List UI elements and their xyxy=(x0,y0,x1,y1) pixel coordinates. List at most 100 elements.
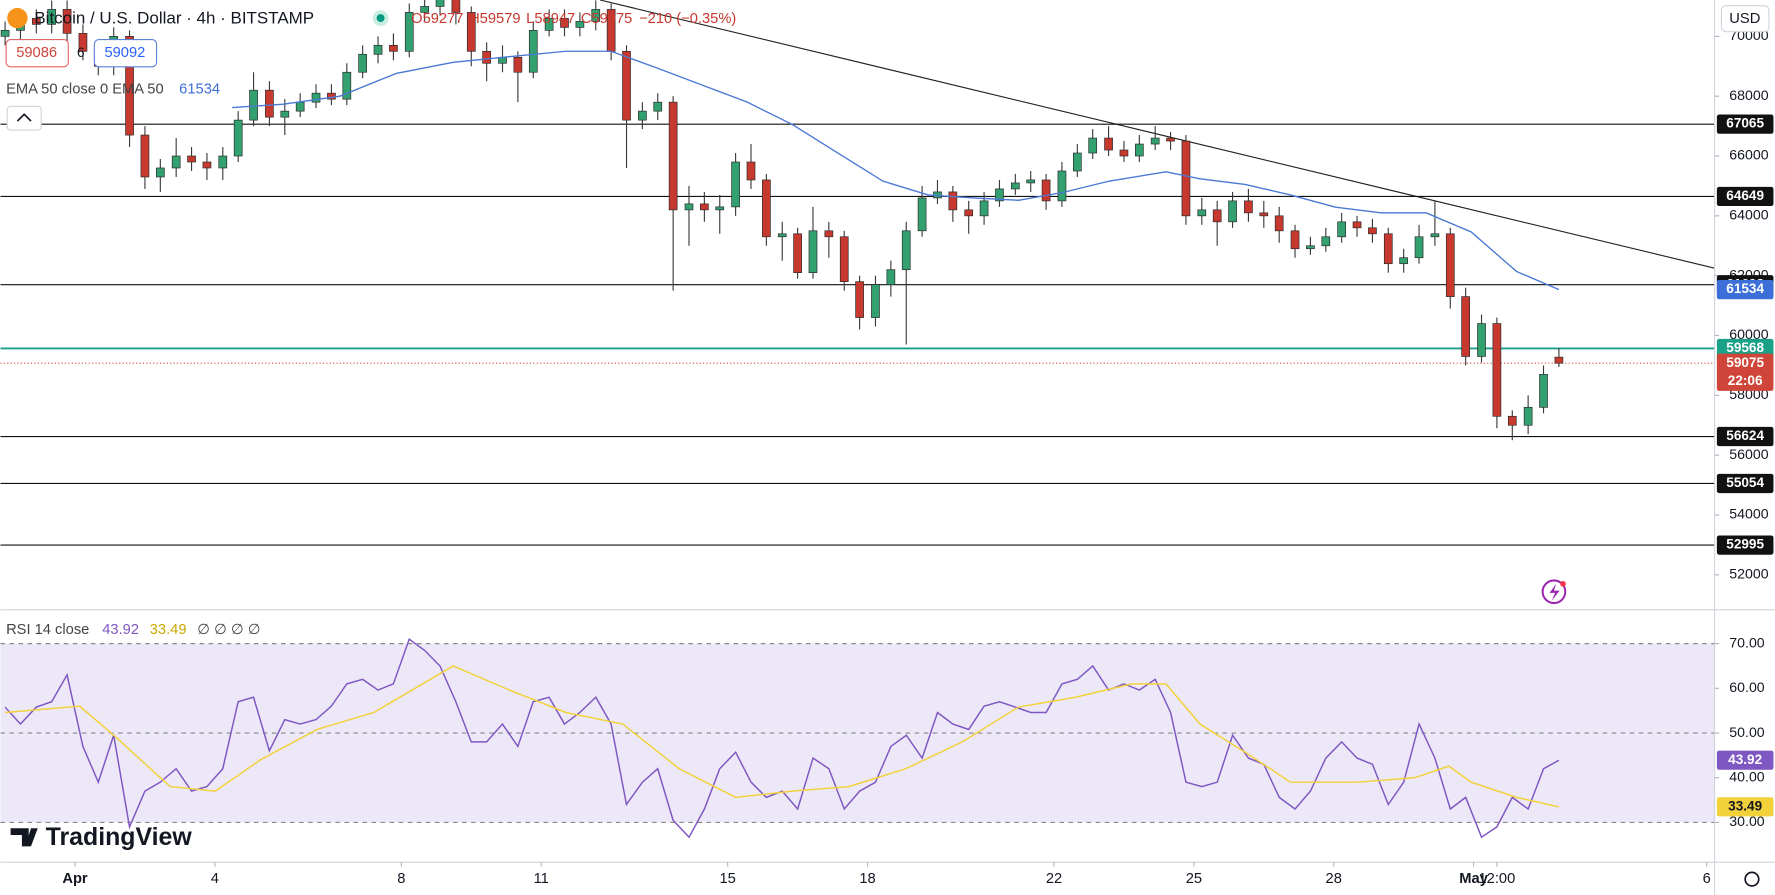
candle-body xyxy=(1352,221,1362,229)
candle-body xyxy=(373,44,383,55)
ema-legend: EMA 50 close 0 EMA 50 xyxy=(6,81,164,97)
candle-body xyxy=(233,119,243,157)
candle-body xyxy=(731,161,740,208)
tv-wordmark: TradingView xyxy=(46,823,193,851)
currency-button[interactable] xyxy=(1720,5,1770,33)
highlight-level-label-bg xyxy=(1716,338,1774,359)
y-tick-label: 68000 xyxy=(1729,87,1768,103)
rsi-value-label-bg xyxy=(1716,797,1774,817)
candle-body xyxy=(1041,179,1051,202)
candle-body xyxy=(451,0,461,13)
candle-body xyxy=(1290,230,1300,250)
x-tick-label: May xyxy=(1459,871,1488,887)
y-tick-label: 52000 xyxy=(1729,566,1768,582)
candle-body xyxy=(342,71,352,100)
candle-body xyxy=(420,6,429,13)
candle-body xyxy=(249,89,258,121)
level-label: 67065 xyxy=(1726,116,1764,131)
ema-legend-value: 61534 xyxy=(179,81,220,97)
ohlc-legend: O59277 H59579 L58947 C59075 −210 (−0.35%) xyxy=(411,11,736,27)
last-price-bg xyxy=(1716,353,1774,391)
rsi-ma-legend-value: 33.49 xyxy=(150,622,187,638)
x-tick-label: 4 xyxy=(211,871,219,887)
sell-button[interactable] xyxy=(5,39,69,68)
candle-body xyxy=(1088,137,1098,154)
candle-body xyxy=(839,236,849,283)
x-tick-label: 6 xyxy=(1703,871,1711,887)
candle-body xyxy=(280,110,290,118)
y-tick-label: 60000 xyxy=(1729,326,1768,342)
candle-body xyxy=(187,155,196,163)
collapse-button[interactable] xyxy=(6,105,42,131)
x-tick-label: 15 xyxy=(720,871,736,887)
watermark: TradingView xyxy=(10,823,193,851)
candle-body xyxy=(1461,296,1471,357)
axes: 5200054000560005800060000620006400066000… xyxy=(62,27,1774,887)
header: Bitcoin / U.S. Dollar · 4h · BITSTAMP O5… xyxy=(5,7,736,638)
candle-body xyxy=(1539,374,1548,408)
candle-body xyxy=(1507,415,1517,426)
candle-body xyxy=(202,161,212,169)
x-tick-label: Apr xyxy=(62,871,88,887)
candle-body xyxy=(901,230,911,271)
ema-price-label: 61534 xyxy=(1726,281,1764,296)
candle-body xyxy=(886,269,896,285)
currency[interactable]: USD xyxy=(1729,11,1760,27)
candle-body xyxy=(668,101,678,211)
candle-body xyxy=(1554,356,1564,364)
buy-button[interactable] xyxy=(93,39,158,68)
x-tick-label: 11 xyxy=(534,871,549,887)
rsi-tick-label: 40.00 xyxy=(1729,768,1764,784)
rsi-panel xyxy=(0,643,1715,823)
candle-body xyxy=(482,50,491,64)
ohlc-open: O59277 xyxy=(411,11,463,27)
highlight-level-label: 59568 xyxy=(1726,340,1764,355)
collapse-icon xyxy=(16,113,32,122)
x-tick-label: 25 xyxy=(1186,871,1202,887)
candle-body xyxy=(1010,182,1020,190)
candle-body xyxy=(1477,323,1486,357)
candle-body xyxy=(777,233,787,238)
candle-body xyxy=(1119,149,1129,157)
candle-body xyxy=(466,12,476,52)
candle-body xyxy=(1383,233,1393,265)
alert-icon[interactable] xyxy=(1541,579,1567,605)
bid-price[interactable]: 59086 xyxy=(16,45,57,61)
candle-body xyxy=(1492,323,1502,417)
candle-body xyxy=(1150,137,1160,145)
symbol-title: Bitcoin / U.S. Dollar · 4h · BITSTAMP xyxy=(34,9,314,28)
candle-body xyxy=(1321,236,1331,247)
candle-body xyxy=(171,155,181,169)
spread: 6 xyxy=(77,45,85,60)
rsi-legend-value: 43.92 xyxy=(102,622,139,638)
alert-bolt xyxy=(1549,583,1560,601)
candle-body xyxy=(1072,152,1082,172)
candle-body xyxy=(1181,140,1191,217)
ohlc-high: H59579 xyxy=(469,11,520,27)
candle-body xyxy=(0,30,10,37)
candle-body xyxy=(746,161,756,181)
candle-body xyxy=(653,101,663,112)
ohlc-close: C59075 xyxy=(581,11,632,27)
y-tick-label: 56000 xyxy=(1729,446,1768,462)
settings-icon[interactable] xyxy=(1744,871,1760,887)
candle-body xyxy=(762,179,771,238)
candle-body xyxy=(155,167,165,178)
ask-price[interactable]: 59092 xyxy=(104,45,145,61)
tv-logo xyxy=(10,828,38,847)
last-price-label: 59075 xyxy=(1726,355,1764,370)
candle-body xyxy=(808,230,818,274)
ema-price-label-bg xyxy=(1716,280,1774,300)
candle-body xyxy=(964,209,974,217)
candle-body xyxy=(979,200,989,217)
candle-body xyxy=(1430,233,1440,238)
candle-body xyxy=(638,110,647,121)
rsi-tick-label: 30.00 xyxy=(1729,813,1764,829)
candle-body xyxy=(1274,215,1284,232)
ohlc-low: L58947 xyxy=(526,11,575,27)
alert-badge xyxy=(1560,581,1566,587)
y-tick-label: 54000 xyxy=(1729,506,1768,522)
candle-body xyxy=(715,206,725,211)
candle-body xyxy=(528,30,538,73)
